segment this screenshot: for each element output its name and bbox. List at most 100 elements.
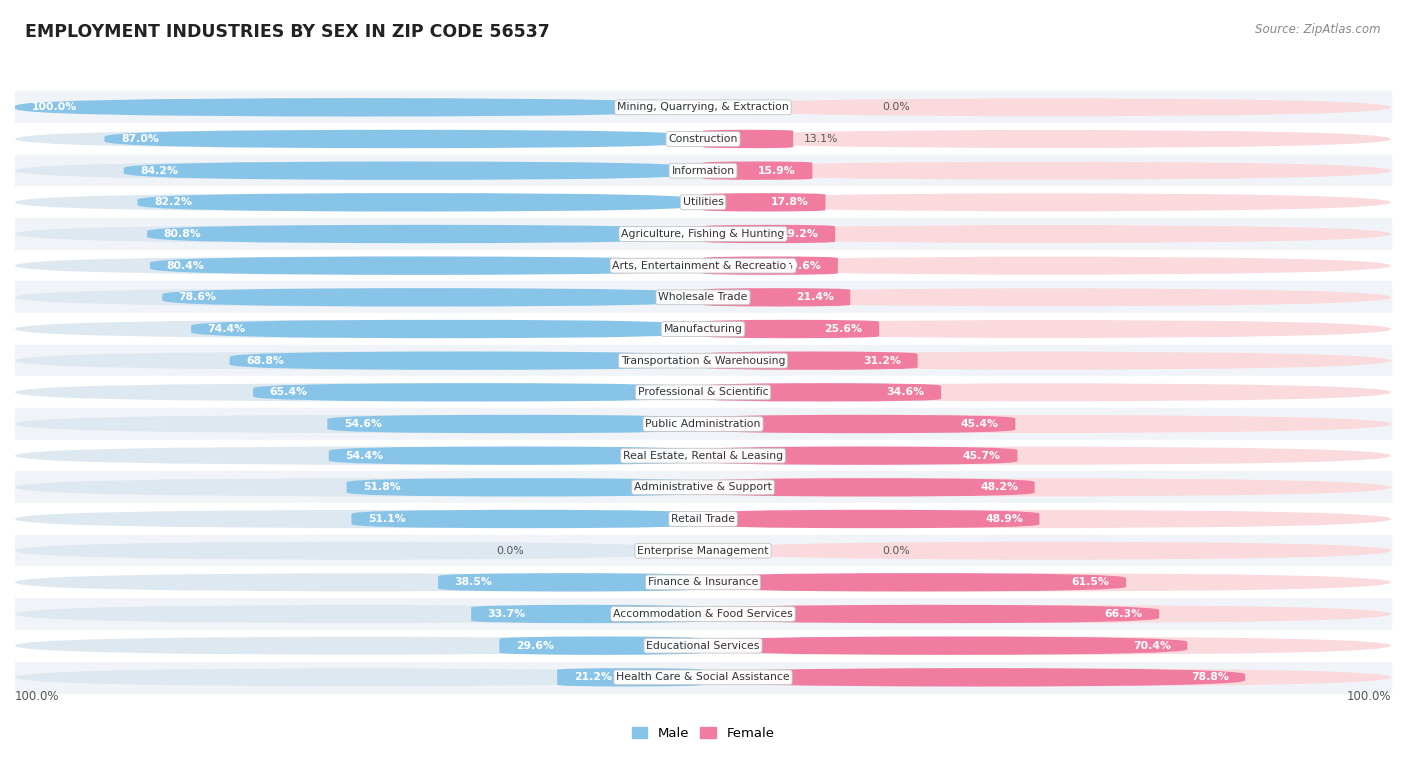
Text: 61.5%: 61.5% (1071, 577, 1109, 587)
Text: 100.0%: 100.0% (15, 691, 59, 704)
FancyBboxPatch shape (15, 383, 703, 401)
FancyBboxPatch shape (15, 542, 703, 559)
Text: Mining, Quarrying, & Extraction: Mining, Quarrying, & Extraction (617, 102, 789, 113)
FancyBboxPatch shape (703, 257, 1391, 275)
Text: Retail Trade: Retail Trade (671, 514, 735, 524)
FancyBboxPatch shape (229, 352, 703, 370)
Text: 51.8%: 51.8% (363, 483, 401, 492)
Text: 0.0%: 0.0% (882, 102, 910, 113)
FancyBboxPatch shape (328, 415, 703, 433)
Bar (15, 282, 1391, 314)
FancyBboxPatch shape (557, 668, 703, 687)
Text: 54.6%: 54.6% (344, 419, 382, 429)
Text: 13.1%: 13.1% (804, 134, 838, 144)
FancyBboxPatch shape (253, 383, 703, 401)
Bar (15, 92, 1391, 123)
Bar (15, 250, 1391, 282)
FancyBboxPatch shape (329, 446, 703, 465)
Bar (15, 630, 1391, 661)
Text: 84.2%: 84.2% (141, 165, 179, 175)
FancyBboxPatch shape (703, 415, 1391, 433)
FancyBboxPatch shape (703, 446, 1018, 465)
FancyBboxPatch shape (703, 352, 918, 370)
Bar (15, 661, 1391, 693)
Text: Public Administration: Public Administration (645, 419, 761, 429)
FancyBboxPatch shape (347, 478, 703, 497)
FancyBboxPatch shape (352, 510, 703, 528)
FancyBboxPatch shape (703, 288, 1391, 307)
Text: 0.0%: 0.0% (496, 546, 524, 556)
Bar (15, 186, 1391, 218)
FancyBboxPatch shape (703, 573, 1126, 591)
FancyBboxPatch shape (703, 605, 1159, 623)
Text: Administrative & Support: Administrative & Support (634, 483, 772, 492)
FancyBboxPatch shape (703, 542, 1391, 559)
Bar (15, 472, 1391, 503)
Text: 68.8%: 68.8% (246, 355, 284, 365)
Text: 100.0%: 100.0% (31, 102, 77, 113)
Text: Transportation & Warehousing: Transportation & Warehousing (621, 355, 785, 365)
Text: 38.5%: 38.5% (454, 577, 492, 587)
Text: 78.8%: 78.8% (1191, 672, 1229, 682)
FancyBboxPatch shape (703, 415, 1015, 433)
FancyBboxPatch shape (15, 225, 703, 243)
Text: Finance & Insurance: Finance & Insurance (648, 577, 758, 587)
Text: 51.1%: 51.1% (368, 514, 406, 524)
Text: 66.3%: 66.3% (1105, 609, 1143, 619)
Text: 29.6%: 29.6% (516, 641, 554, 650)
Text: Manufacturing: Manufacturing (664, 324, 742, 334)
Text: 34.6%: 34.6% (886, 387, 925, 397)
FancyBboxPatch shape (15, 98, 703, 116)
Text: 0.0%: 0.0% (882, 546, 910, 556)
FancyBboxPatch shape (703, 636, 1187, 655)
FancyBboxPatch shape (703, 668, 1246, 687)
Text: EMPLOYMENT INDUSTRIES BY SEX IN ZIP CODE 56537: EMPLOYMENT INDUSTRIES BY SEX IN ZIP CODE… (25, 23, 550, 41)
Bar (15, 535, 1391, 566)
FancyBboxPatch shape (703, 288, 851, 307)
Text: 45.7%: 45.7% (963, 451, 1001, 461)
Text: Information: Information (672, 165, 734, 175)
FancyBboxPatch shape (191, 320, 703, 338)
FancyBboxPatch shape (703, 573, 1391, 591)
FancyBboxPatch shape (439, 573, 703, 591)
FancyBboxPatch shape (15, 573, 703, 591)
Bar (15, 155, 1391, 186)
FancyBboxPatch shape (703, 668, 1391, 687)
Text: Source: ZipAtlas.com: Source: ZipAtlas.com (1256, 23, 1381, 36)
Text: Agriculture, Fishing & Hunting: Agriculture, Fishing & Hunting (621, 229, 785, 239)
FancyBboxPatch shape (703, 257, 838, 275)
Text: 87.0%: 87.0% (121, 134, 159, 144)
FancyBboxPatch shape (499, 636, 703, 655)
Text: Health Care & Social Assistance: Health Care & Social Assistance (616, 672, 790, 682)
Text: 82.2%: 82.2% (155, 197, 193, 207)
Text: 70.4%: 70.4% (1133, 641, 1171, 650)
Bar (15, 440, 1391, 472)
Text: Accommodation & Food Services: Accommodation & Food Services (613, 609, 793, 619)
FancyBboxPatch shape (703, 636, 1391, 655)
FancyBboxPatch shape (703, 478, 1035, 497)
FancyBboxPatch shape (703, 193, 825, 212)
Text: Arts, Entertainment & Recreation: Arts, Entertainment & Recreation (613, 261, 793, 271)
Text: 15.9%: 15.9% (758, 165, 796, 175)
Text: 31.2%: 31.2% (863, 355, 901, 365)
Text: Enterprise Management: Enterprise Management (637, 546, 769, 556)
FancyBboxPatch shape (703, 352, 1391, 370)
FancyBboxPatch shape (124, 161, 703, 180)
Text: Wholesale Trade: Wholesale Trade (658, 293, 748, 303)
Text: 80.4%: 80.4% (166, 261, 204, 271)
FancyBboxPatch shape (15, 446, 703, 465)
FancyBboxPatch shape (15, 257, 703, 275)
Text: 48.9%: 48.9% (986, 514, 1024, 524)
Text: 100.0%: 100.0% (1347, 691, 1391, 704)
FancyBboxPatch shape (15, 605, 703, 623)
Text: 54.4%: 54.4% (346, 451, 384, 461)
Text: 21.4%: 21.4% (796, 293, 834, 303)
Legend: Male, Female: Male, Female (631, 727, 775, 740)
Text: 19.6%: 19.6% (783, 261, 821, 271)
FancyBboxPatch shape (703, 478, 1391, 497)
Bar (15, 218, 1391, 250)
FancyBboxPatch shape (703, 225, 835, 243)
FancyBboxPatch shape (15, 668, 703, 687)
Bar (15, 345, 1391, 376)
FancyBboxPatch shape (703, 320, 1391, 338)
